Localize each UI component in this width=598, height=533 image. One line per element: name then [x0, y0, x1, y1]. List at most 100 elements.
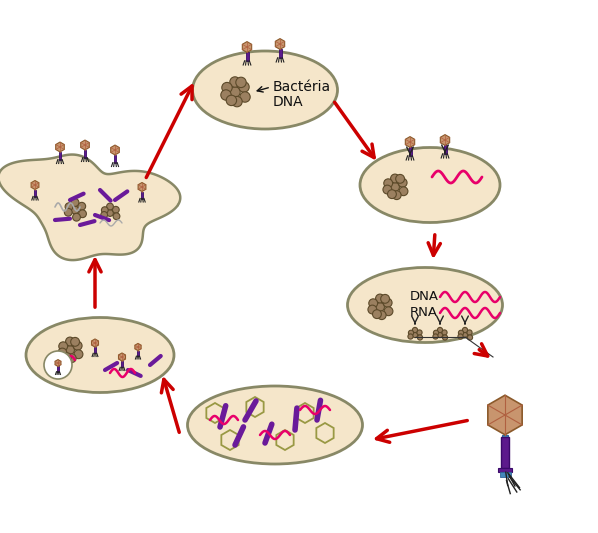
- Circle shape: [106, 203, 114, 210]
- Circle shape: [417, 330, 422, 335]
- Circle shape: [376, 303, 385, 311]
- Circle shape: [396, 174, 404, 183]
- Circle shape: [222, 83, 232, 93]
- Circle shape: [112, 206, 119, 213]
- Polygon shape: [440, 135, 450, 146]
- Circle shape: [408, 334, 413, 339]
- Bar: [444, 146, 447, 154]
- Circle shape: [408, 330, 414, 335]
- Circle shape: [65, 208, 72, 216]
- Circle shape: [392, 191, 401, 199]
- Circle shape: [442, 330, 447, 335]
- Circle shape: [65, 203, 73, 211]
- Polygon shape: [111, 145, 119, 155]
- Circle shape: [63, 353, 71, 361]
- Circle shape: [230, 77, 240, 87]
- Circle shape: [73, 341, 82, 350]
- Circle shape: [74, 350, 83, 359]
- Circle shape: [443, 335, 447, 340]
- Polygon shape: [135, 343, 141, 351]
- Circle shape: [101, 212, 108, 219]
- Circle shape: [44, 351, 72, 379]
- Circle shape: [369, 299, 377, 308]
- Circle shape: [413, 327, 417, 333]
- Bar: [137, 351, 139, 356]
- Bar: [33, 190, 36, 197]
- Circle shape: [239, 82, 249, 92]
- Circle shape: [384, 179, 393, 188]
- Bar: [141, 191, 144, 198]
- Bar: [94, 347, 96, 353]
- Polygon shape: [56, 142, 65, 152]
- Text: DNA: DNA: [273, 95, 304, 109]
- Circle shape: [383, 185, 392, 194]
- Ellipse shape: [193, 51, 337, 129]
- Polygon shape: [81, 140, 89, 150]
- Polygon shape: [31, 181, 39, 190]
- Polygon shape: [91, 339, 99, 347]
- Circle shape: [226, 95, 237, 106]
- Polygon shape: [0, 155, 180, 260]
- Ellipse shape: [347, 268, 502, 343]
- Circle shape: [66, 345, 74, 354]
- Bar: [246, 52, 249, 61]
- Ellipse shape: [26, 318, 174, 392]
- Bar: [502, 434, 508, 439]
- Circle shape: [368, 305, 377, 314]
- Bar: [57, 366, 59, 372]
- Polygon shape: [55, 360, 61, 366]
- Circle shape: [376, 294, 385, 303]
- Circle shape: [459, 330, 463, 335]
- Circle shape: [383, 298, 392, 307]
- Circle shape: [398, 179, 407, 187]
- Circle shape: [78, 210, 86, 217]
- Circle shape: [78, 203, 86, 210]
- Circle shape: [373, 310, 382, 319]
- Circle shape: [221, 90, 231, 100]
- Circle shape: [236, 77, 246, 87]
- Circle shape: [71, 206, 79, 214]
- Text: DNA: DNA: [410, 290, 439, 303]
- Circle shape: [462, 327, 468, 333]
- Bar: [121, 361, 123, 367]
- Circle shape: [390, 183, 399, 191]
- Circle shape: [59, 342, 68, 351]
- Circle shape: [58, 348, 67, 357]
- Circle shape: [458, 334, 463, 339]
- Bar: [501, 437, 509, 468]
- Bar: [408, 148, 411, 156]
- Circle shape: [437, 333, 443, 337]
- Circle shape: [230, 87, 240, 97]
- Circle shape: [240, 92, 250, 102]
- Circle shape: [390, 174, 399, 183]
- Circle shape: [113, 213, 120, 220]
- Polygon shape: [138, 182, 146, 191]
- Circle shape: [434, 330, 438, 335]
- Circle shape: [417, 335, 423, 340]
- Polygon shape: [118, 353, 126, 361]
- Circle shape: [384, 307, 393, 316]
- Circle shape: [66, 337, 74, 346]
- Circle shape: [468, 335, 472, 340]
- Circle shape: [462, 333, 468, 337]
- Circle shape: [106, 209, 114, 216]
- Bar: [114, 155, 117, 163]
- Circle shape: [377, 311, 386, 320]
- Circle shape: [232, 96, 242, 107]
- Circle shape: [102, 207, 108, 214]
- Circle shape: [72, 213, 80, 221]
- Polygon shape: [242, 42, 252, 52]
- Ellipse shape: [188, 386, 362, 464]
- Polygon shape: [275, 38, 285, 50]
- Ellipse shape: [360, 148, 500, 222]
- Text: RNA: RNA: [410, 306, 438, 319]
- Bar: [84, 150, 86, 158]
- Circle shape: [433, 334, 438, 339]
- Text: Bactéria: Bactéria: [273, 80, 331, 94]
- Circle shape: [413, 333, 417, 337]
- Polygon shape: [405, 136, 414, 148]
- Circle shape: [467, 330, 472, 335]
- Circle shape: [399, 187, 408, 196]
- Bar: [499, 472, 511, 477]
- Circle shape: [71, 199, 79, 206]
